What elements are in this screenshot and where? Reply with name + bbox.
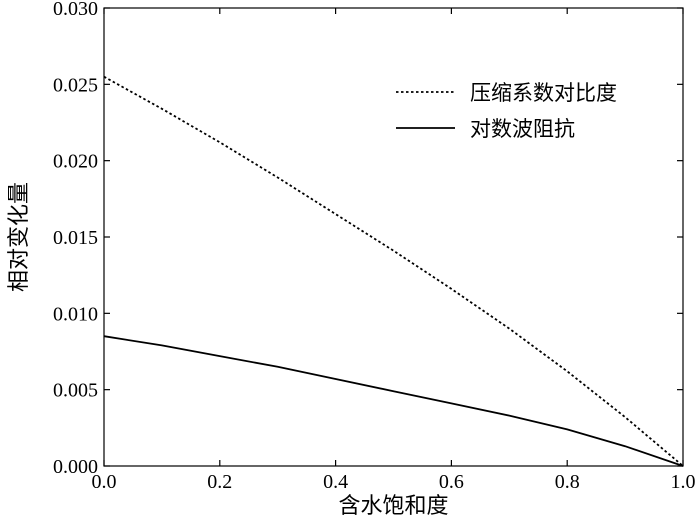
legend-label-0: 压缩系数对比度 — [470, 81, 617, 105]
y-tick-label: 0.005 — [53, 380, 98, 402]
x-tick-label: 0.4 — [323, 471, 348, 493]
y-tick-label: 0.030 — [53, 0, 98, 20]
plot-area — [103, 7, 684, 467]
y-tick-label: 0.000 — [53, 456, 98, 478]
x-tick-label: 1.0 — [671, 471, 696, 493]
y-tick-label: 0.020 — [53, 151, 98, 173]
x-tick-label: 0.2 — [207, 471, 232, 493]
legend-label-1: 对数波阻抗 — [470, 117, 575, 141]
y-tick-label: 0.025 — [53, 74, 98, 96]
y-tick-label: 0.015 — [53, 227, 98, 249]
plot-frame — [103, 7, 684, 467]
x-tick-label: 0.0 — [92, 471, 117, 493]
tick-labels: 0.0 0.2 0.4 0.6 0.8 1.0 0.000 0.005 0.010 0.015 0.… — [53, 0, 696, 493]
series-line-0 — [103, 75, 684, 467]
series-line-1 — [103, 335, 684, 467]
ticks — [103, 7, 684, 467]
y-tick-label: 0.010 — [53, 303, 98, 325]
x-axis-title: 含水饱和度 — [338, 494, 448, 519]
x-tick-label: 0.8 — [555, 471, 580, 493]
x-tick-label: 0.6 — [439, 471, 464, 493]
y-axis-title: 相对变化量 — [7, 182, 32, 292]
series-group — [103, 75, 684, 467]
